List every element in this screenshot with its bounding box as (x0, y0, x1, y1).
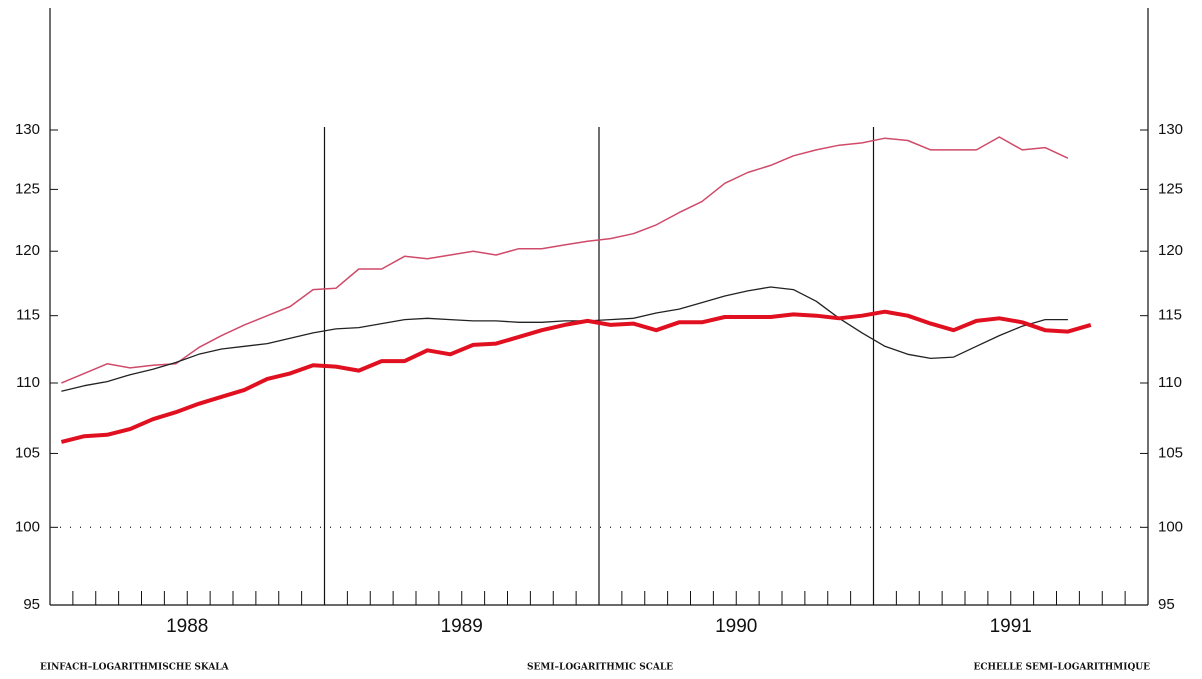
series-line (60, 309, 1092, 444)
footer-note: EINFACH–LOGARITHMISCHE SKALA (40, 663, 230, 673)
x-tick-label: 1988 (166, 616, 208, 637)
series-line (61, 136, 1069, 384)
y-tick-label: 115 (16, 307, 40, 324)
y-tick-label: 105 (15, 444, 40, 461)
y-tick-label: 130 (15, 121, 40, 138)
footer-note: SEMI–LOGARITHMIC SCALE (527, 663, 673, 673)
y-tick-label: 100 (15, 518, 40, 535)
y-tick-label: 120 (15, 242, 40, 259)
y-tick-label: 95 (23, 596, 40, 613)
x-tick-label: 1989 (441, 616, 483, 637)
y2-tick-label: 95 (1158, 596, 1175, 613)
x-tick-label: 1991 (990, 616, 1032, 637)
y2-tick-label: 120 (1158, 242, 1183, 259)
y-tick-label: 110 (16, 374, 40, 391)
y-tick-label: 125 (15, 180, 40, 197)
series-line (61, 286, 1068, 392)
y2-tick-label: 115 (1158, 307, 1182, 324)
footer-note: ECHELLE SEMI–LOGARITHMIQUE (973, 663, 1150, 673)
y2-tick-label: 100 (1158, 518, 1183, 535)
y2-tick-label: 110 (1158, 374, 1182, 391)
x-tick-label: 1990 (715, 616, 757, 637)
y2-tick-label: 105 (1158, 444, 1183, 461)
y2-tick-label: 130 (1158, 121, 1183, 138)
y2-tick-label: 125 (1158, 180, 1183, 197)
